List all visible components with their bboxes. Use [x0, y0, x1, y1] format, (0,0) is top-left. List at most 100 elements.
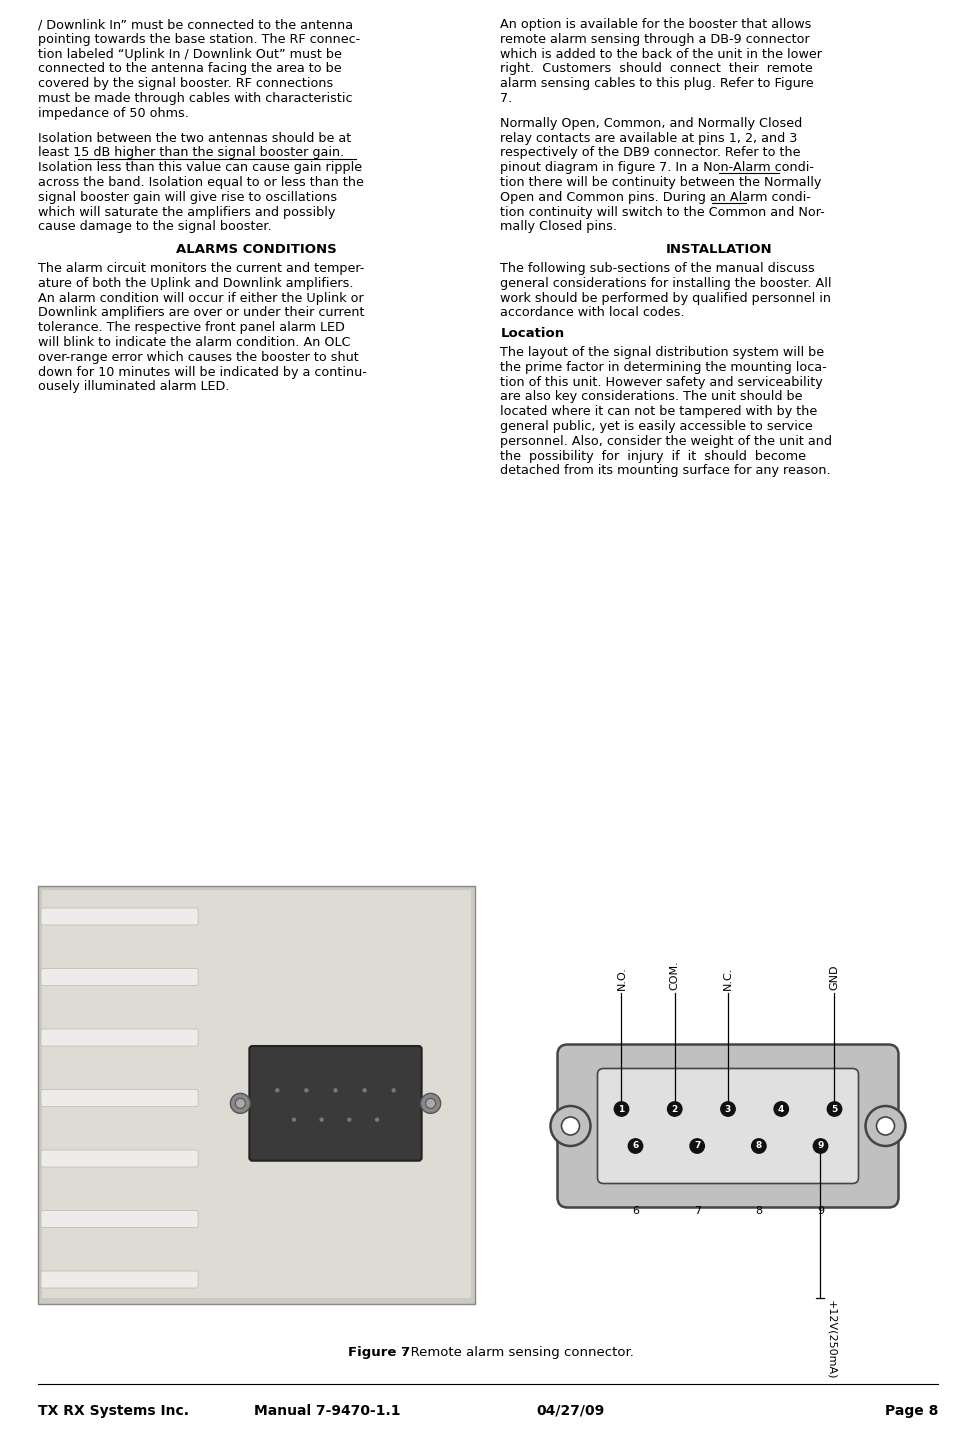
Text: 9: 9: [817, 1142, 824, 1151]
Circle shape: [876, 1118, 894, 1135]
Text: : Remote alarm sensing connector.: : Remote alarm sensing connector.: [402, 1347, 634, 1359]
Circle shape: [319, 1118, 324, 1122]
Circle shape: [828, 1102, 841, 1116]
Circle shape: [690, 1139, 705, 1153]
Circle shape: [375, 1118, 380, 1122]
Text: pinout diagram in figure 7. In a Non-Alarm condi-: pinout diagram in figure 7. In a Non-Ala…: [501, 162, 815, 175]
Circle shape: [614, 1102, 629, 1116]
FancyBboxPatch shape: [557, 1045, 899, 1208]
Text: tion continuity will switch to the Common and Nor-: tion continuity will switch to the Commo…: [501, 206, 826, 219]
FancyBboxPatch shape: [41, 1271, 198, 1288]
Text: the  possibility  for  injury  if  it  should  become: the possibility for injury if it should …: [501, 449, 806, 462]
Text: 7.: 7.: [501, 92, 512, 104]
Text: 7: 7: [694, 1205, 701, 1215]
Text: 1: 1: [619, 1105, 625, 1113]
Text: 8: 8: [755, 1142, 762, 1151]
Text: Downlink amplifiers are over or under their current: Downlink amplifiers are over or under th…: [38, 306, 364, 319]
Text: TX RX Systems Inc.: TX RX Systems Inc.: [38, 1404, 189, 1418]
Text: Normally Open, Common, and Normally Closed: Normally Open, Common, and Normally Clos…: [501, 117, 802, 130]
Text: Open and Common pins. During an Alarm condi-: Open and Common pins. During an Alarm co…: [501, 190, 811, 203]
Text: general public, yet is easily accessible to service: general public, yet is easily accessible…: [501, 421, 813, 434]
Text: relay contacts are available at pins 1, 2, and 3: relay contacts are available at pins 1, …: [501, 132, 797, 145]
Text: tion of this unit. However safety and serviceability: tion of this unit. However safety and se…: [501, 375, 823, 389]
Text: detached from its mounting surface for any reason.: detached from its mounting surface for a…: [501, 465, 832, 478]
Circle shape: [561, 1118, 580, 1135]
Text: will blink to indicate the alarm condition. An OLC: will blink to indicate the alarm conditi…: [38, 336, 350, 349]
Text: Page 8: Page 8: [884, 1404, 938, 1418]
FancyBboxPatch shape: [41, 1089, 198, 1106]
Text: The following sub-sections of the manual discuss: The following sub-sections of the manual…: [501, 262, 815, 275]
Text: ALARMS CONDITIONS: ALARMS CONDITIONS: [177, 243, 337, 256]
Text: 7: 7: [694, 1142, 701, 1151]
Text: least 15 dB higher than the signal booster gain.: least 15 dB higher than the signal boost…: [38, 146, 345, 159]
Circle shape: [721, 1102, 735, 1116]
Text: Isolation between the two antennas should be at: Isolation between the two antennas shoul…: [38, 132, 351, 145]
Circle shape: [275, 1088, 279, 1092]
Text: 3: 3: [725, 1105, 731, 1113]
Text: Isolation less than this value can cause gain ripple: Isolation less than this value can cause…: [38, 162, 362, 175]
Text: ature of both the Uplink and Downlink amplifiers.: ature of both the Uplink and Downlink am…: [38, 276, 353, 290]
Text: accordance with local codes.: accordance with local codes.: [501, 306, 685, 319]
Text: 8: 8: [755, 1205, 762, 1215]
Text: INSTALLATION: INSTALLATION: [666, 243, 773, 256]
Text: signal booster gain will give rise to oscillations: signal booster gain will give rise to os…: [38, 190, 337, 203]
Text: mally Closed pins.: mally Closed pins.: [501, 220, 618, 233]
Text: +12V(250mA): +12V(250mA): [827, 1301, 836, 1379]
FancyBboxPatch shape: [38, 886, 475, 1304]
Text: which is added to the back of the unit in the lower: which is added to the back of the unit i…: [501, 47, 823, 60]
FancyBboxPatch shape: [41, 1029, 198, 1046]
Text: covered by the signal booster. RF connections: covered by the signal booster. RF connec…: [38, 77, 333, 90]
Circle shape: [668, 1102, 682, 1116]
Text: located where it can not be tampered with by the: located where it can not be tampered wit…: [501, 405, 818, 418]
Text: over-range error which causes the booster to shut: over-range error which causes the booste…: [38, 351, 359, 363]
Text: Location: Location: [501, 328, 565, 341]
Text: N.C.: N.C.: [723, 967, 733, 990]
Text: remote alarm sensing through a DB-9 connector: remote alarm sensing through a DB-9 conn…: [501, 33, 810, 46]
Text: 6: 6: [632, 1205, 639, 1215]
Text: 5: 5: [832, 1105, 837, 1113]
FancyBboxPatch shape: [41, 969, 198, 986]
Circle shape: [292, 1118, 296, 1122]
Circle shape: [230, 1093, 251, 1113]
Text: tolerance. The respective front panel alarm LED: tolerance. The respective front panel al…: [38, 321, 345, 335]
FancyBboxPatch shape: [42, 890, 471, 1298]
Circle shape: [305, 1088, 308, 1092]
Text: The layout of the signal distribution system will be: The layout of the signal distribution sy…: [501, 346, 825, 359]
Text: cause damage to the signal booster.: cause damage to the signal booster.: [38, 220, 271, 233]
Text: 4: 4: [778, 1105, 785, 1113]
Text: Figure 7: Figure 7: [347, 1347, 410, 1359]
Text: The alarm circuit monitors the current and temper-: The alarm circuit monitors the current a…: [38, 262, 364, 275]
Circle shape: [426, 1099, 435, 1109]
Text: down for 10 minutes will be indicated by a continu-: down for 10 minutes will be indicated by…: [38, 365, 367, 379]
Text: respectively of the DB9 connector. Refer to the: respectively of the DB9 connector. Refer…: [501, 146, 801, 159]
Circle shape: [421, 1093, 440, 1113]
FancyBboxPatch shape: [41, 1151, 198, 1168]
Text: An alarm condition will occur if either the Uplink or: An alarm condition will occur if either …: [38, 292, 364, 305]
Text: tion there will be continuity between the Normally: tion there will be continuity between th…: [501, 176, 822, 189]
Circle shape: [347, 1118, 351, 1122]
Text: ousely illuminated alarm LED.: ousely illuminated alarm LED.: [38, 381, 229, 394]
Circle shape: [391, 1088, 396, 1092]
Circle shape: [813, 1139, 828, 1153]
Circle shape: [774, 1102, 789, 1116]
Circle shape: [362, 1088, 367, 1092]
Text: GND: GND: [830, 964, 839, 990]
Text: 9: 9: [817, 1205, 824, 1215]
Text: which will saturate the amplifiers and possibly: which will saturate the amplifiers and p…: [38, 206, 336, 219]
Circle shape: [629, 1139, 643, 1153]
FancyBboxPatch shape: [41, 909, 198, 924]
Text: COM.: COM.: [670, 960, 679, 990]
Text: are also key considerations. The unit should be: are also key considerations. The unit sh…: [501, 391, 803, 404]
Text: pointing towards the base station. The RF connec-: pointing towards the base station. The R…: [38, 33, 360, 46]
FancyBboxPatch shape: [41, 1211, 198, 1228]
Text: right.  Customers  should  connect  their  remote: right. Customers should connect their re…: [501, 63, 813, 76]
Text: general considerations for installing the booster. All: general considerations for installing th…: [501, 276, 832, 290]
Text: / Downlink In” must be connected to the antenna: / Downlink In” must be connected to the …: [38, 19, 353, 31]
Circle shape: [333, 1088, 338, 1092]
Text: N.O.: N.O.: [617, 966, 627, 990]
Circle shape: [550, 1106, 590, 1146]
Text: connected to the antenna facing the area to be: connected to the antenna facing the area…: [38, 63, 342, 76]
Circle shape: [866, 1106, 906, 1146]
Circle shape: [235, 1099, 245, 1109]
Text: work should be performed by qualified personnel in: work should be performed by qualified pe…: [501, 292, 832, 305]
